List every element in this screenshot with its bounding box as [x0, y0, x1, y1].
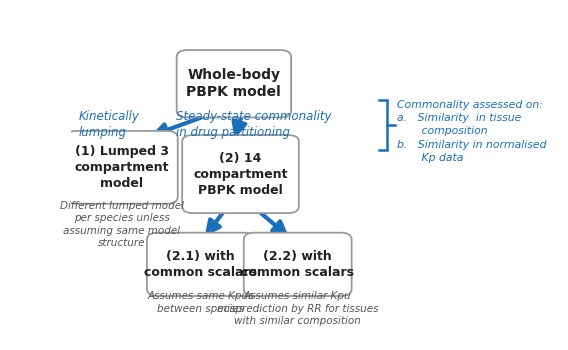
- Text: (2.2) with
common scalars: (2.2) with common scalars: [241, 250, 354, 279]
- Text: Assumes similar Kpu
misprediction by RR for tissues
with similar composition: Assumes similar Kpu misprediction by RR …: [217, 291, 378, 326]
- Text: Whole-body
PBPK model: Whole-body PBPK model: [186, 68, 281, 99]
- Text: (2.1) with
common scalars: (2.1) with common scalars: [144, 250, 257, 279]
- Text: Kinetically
lumping: Kinetically lumping: [79, 110, 140, 139]
- FancyBboxPatch shape: [182, 135, 299, 213]
- FancyBboxPatch shape: [65, 131, 178, 204]
- FancyBboxPatch shape: [177, 50, 291, 118]
- Text: Assumes same Kpus
between species: Assumes same Kpus between species: [148, 291, 254, 314]
- Text: Commonality assessed on:
a.   Similarity  in tissue
       composition
b.   Simi: Commonality assessed on: a. Similarity i…: [396, 100, 546, 163]
- FancyBboxPatch shape: [244, 233, 352, 296]
- Text: Steady-state commonality
in drug partitioning: Steady-state commonality in drug partiti…: [176, 110, 331, 139]
- FancyBboxPatch shape: [147, 233, 255, 296]
- Text: Different lumped model
per species unless
assuming same model
structure: Different lumped model per species unles…: [60, 201, 183, 248]
- Text: (2) 14
compartment
PBPK model: (2) 14 compartment PBPK model: [193, 152, 288, 197]
- Text: (1) Lumped 3
compartment
model: (1) Lumped 3 compartment model: [74, 145, 169, 190]
